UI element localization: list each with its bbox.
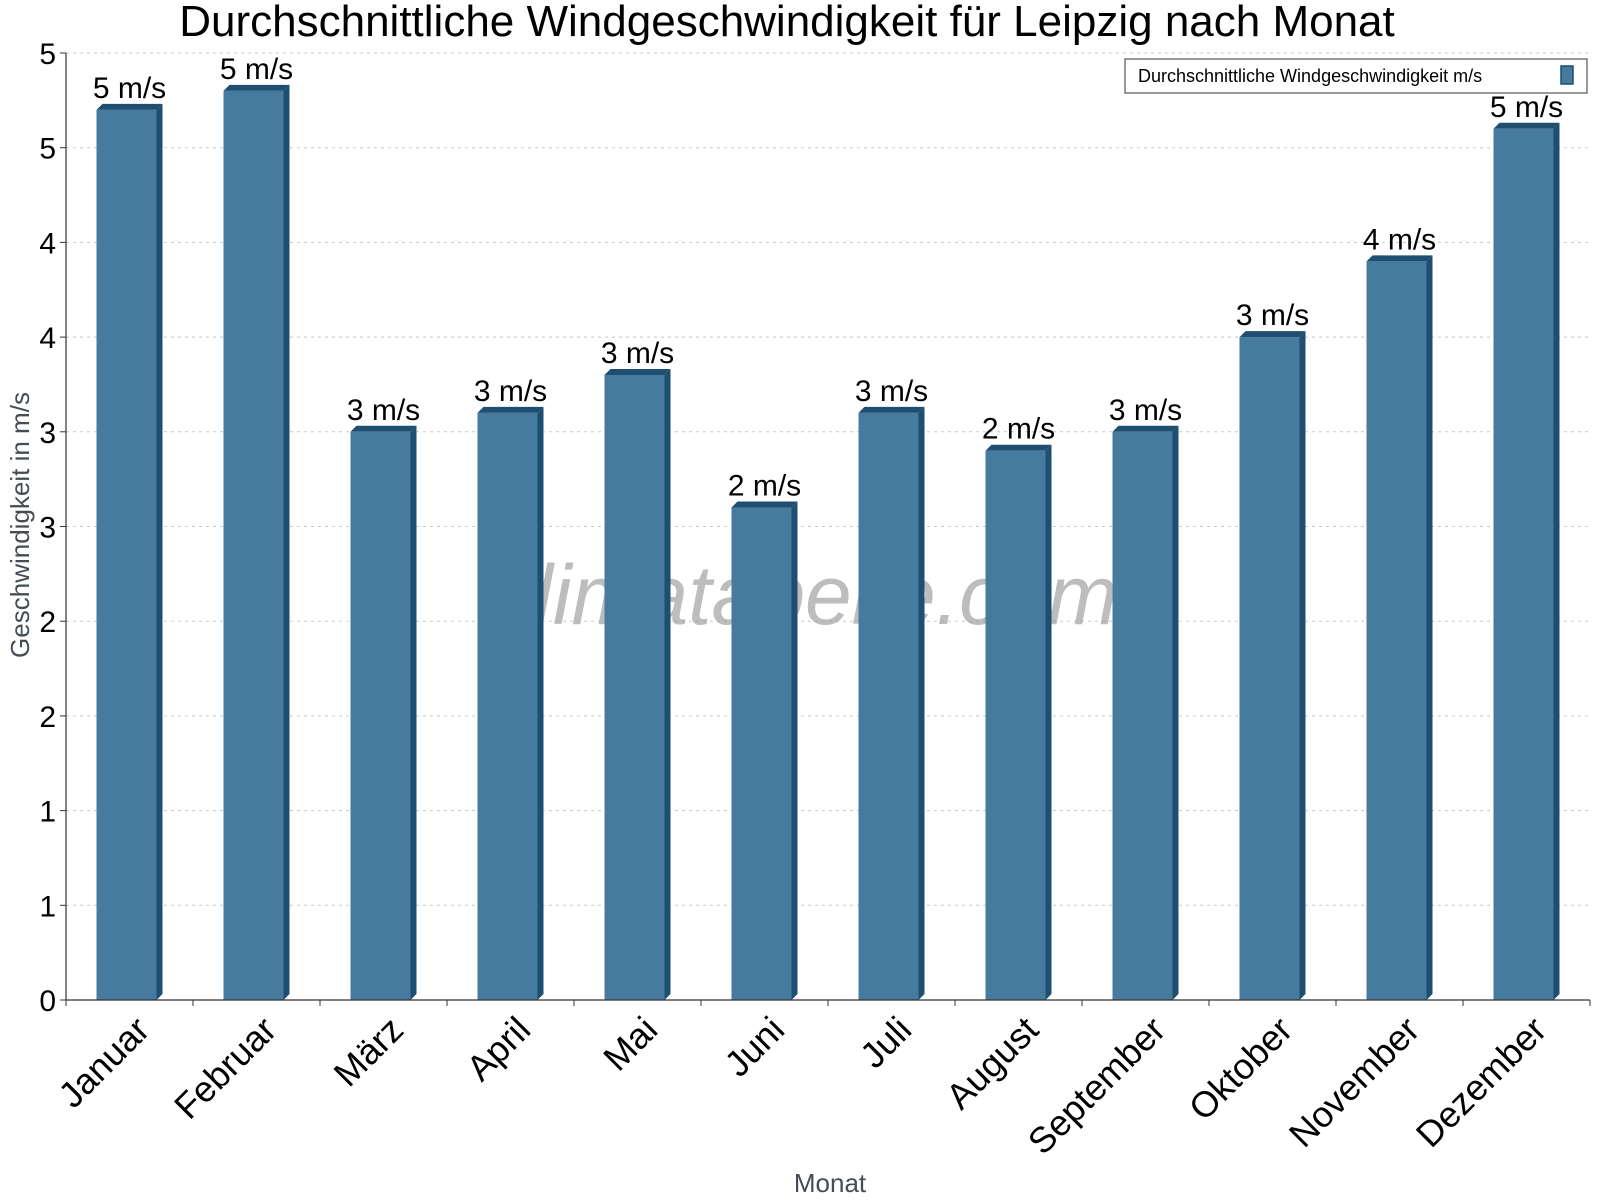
legend-label: Durchschnittliche Windgeschwindigkeit m/… [1138, 66, 1482, 86]
bar-12 [1493, 122, 1560, 1000]
x-tick-label: März [326, 1009, 412, 1095]
bar-side [1426, 255, 1433, 1001]
data-labels: 5 m/s 5 m/s 3 m/s 3 m/s 3 m/s 2 m/s 3 m/s 2 m/s… [93, 53, 1563, 503]
legend-box [1124, 58, 1588, 94]
bar-top [477, 406, 544, 413]
bar-face [858, 412, 919, 1000]
y-tick-label: 3 [39, 417, 56, 450]
bar-face [1493, 128, 1554, 1000]
bar-side [791, 501, 798, 1000]
bar-top [223, 84, 290, 91]
x-tick-label: Juli [852, 1009, 919, 1076]
data-label: 3 m/s [1236, 299, 1309, 332]
grid [66, 52, 1590, 906]
bar-top [1239, 331, 1306, 338]
bar-8 [985, 444, 1052, 1000]
data-label: 4 m/s [1363, 223, 1436, 256]
bar-1 [96, 103, 163, 1000]
x-tick-label: April [458, 1009, 538, 1089]
bars [96, 84, 1560, 1001]
bar-top [985, 444, 1052, 451]
bar-face [350, 431, 411, 1000]
y-tick-label: 5 [39, 133, 56, 166]
y-tick-labels: 0 1 1 2 2 3 3 4 4 5 5 [39, 38, 56, 1018]
bar-11 [1366, 255, 1433, 1001]
y-tick-label: 5 [39, 38, 56, 71]
bar-side [537, 406, 544, 1000]
bar-side [1172, 425, 1179, 1000]
x-tick-label: Mai [595, 1009, 665, 1079]
x-tick-label: Juni [716, 1009, 792, 1085]
y-tick-label: 2 [39, 606, 56, 639]
bar-face [985, 450, 1046, 1000]
x-tick-label: Dezember [1408, 1009, 1554, 1155]
bar-top [1112, 425, 1179, 432]
bar-2 [223, 84, 290, 1000]
bar-top [858, 406, 925, 413]
bar-side [1553, 122, 1560, 1000]
data-label: 3 m/s [1109, 394, 1182, 427]
bar-top [731, 501, 798, 508]
data-label: 2 m/s [728, 470, 801, 503]
bar-face [604, 374, 665, 1001]
data-label: 3 m/s [347, 394, 420, 427]
chart-title: Durchschnittliche Windgeschwindigkeit fü… [179, 0, 1395, 46]
y-tick-label: 3 [39, 512, 56, 545]
x-tick-label: August [938, 1009, 1046, 1117]
bar-7 [858, 406, 925, 1000]
bar-10 [1239, 331, 1306, 1001]
bar-9 [1112, 425, 1179, 1000]
data-label: 5 m/s [220, 53, 293, 86]
bar-top [604, 368, 671, 375]
bar-top [1366, 255, 1433, 262]
x-axis-title: Monat [794, 1168, 867, 1198]
data-label: 2 m/s [982, 413, 1055, 446]
x-tick-label: September [1020, 1009, 1174, 1163]
legend-swatch [1560, 65, 1574, 85]
y-tick-label: 2 [39, 701, 56, 734]
bar-face [1112, 431, 1173, 1000]
bar-side [1045, 444, 1052, 1000]
axes [60, 52, 1591, 1006]
bar-face [96, 109, 157, 1000]
bar-face [223, 90, 284, 1000]
y-tick-label: 1 [39, 890, 56, 923]
bar-face [731, 507, 792, 1000]
bar-6 [731, 501, 798, 1000]
y-tick-label: 4 [39, 322, 56, 355]
x-tick-labels: Januar Februar März April Mai Juni Juli AugustS… [50, 1009, 1554, 1163]
bar-face [1239, 337, 1300, 1001]
bar-top [1493, 122, 1560, 129]
bar-side [156, 103, 163, 1000]
x-tick-label: Januar [50, 1009, 157, 1116]
x-tick-label: November [1281, 1009, 1427, 1155]
data-label: 5 m/s [1490, 91, 1563, 124]
bar-face [1366, 261, 1427, 1001]
bar-side [918, 406, 925, 1000]
y-tick-label: 4 [39, 227, 56, 260]
x-tick-label: Februar [166, 1009, 284, 1127]
bar-3 [350, 425, 417, 1000]
bar-side [664, 368, 671, 1001]
bar-top [96, 103, 163, 110]
bar-4 [477, 406, 544, 1000]
data-label: 3 m/s [474, 375, 547, 408]
data-label: 3 m/s [855, 375, 928, 408]
legend: Durchschnittliche Windgeschwindigkeit m/… [1124, 58, 1588, 94]
data-label: 3 m/s [601, 337, 674, 370]
y-tick-label: 1 [39, 796, 56, 829]
bar-top [350, 425, 417, 432]
bar-side [410, 425, 417, 1000]
x-tick-label: Oktober [1181, 1009, 1301, 1129]
bar-face [477, 412, 538, 1000]
y-tick-label: 0 [39, 985, 56, 1018]
bar-side [1299, 331, 1306, 1001]
data-label: 5 m/s [93, 72, 166, 105]
y-axis-title: Geschwindigkeit in m/s [5, 392, 35, 658]
bar-5 [604, 368, 671, 1001]
bar-side [283, 84, 290, 1000]
